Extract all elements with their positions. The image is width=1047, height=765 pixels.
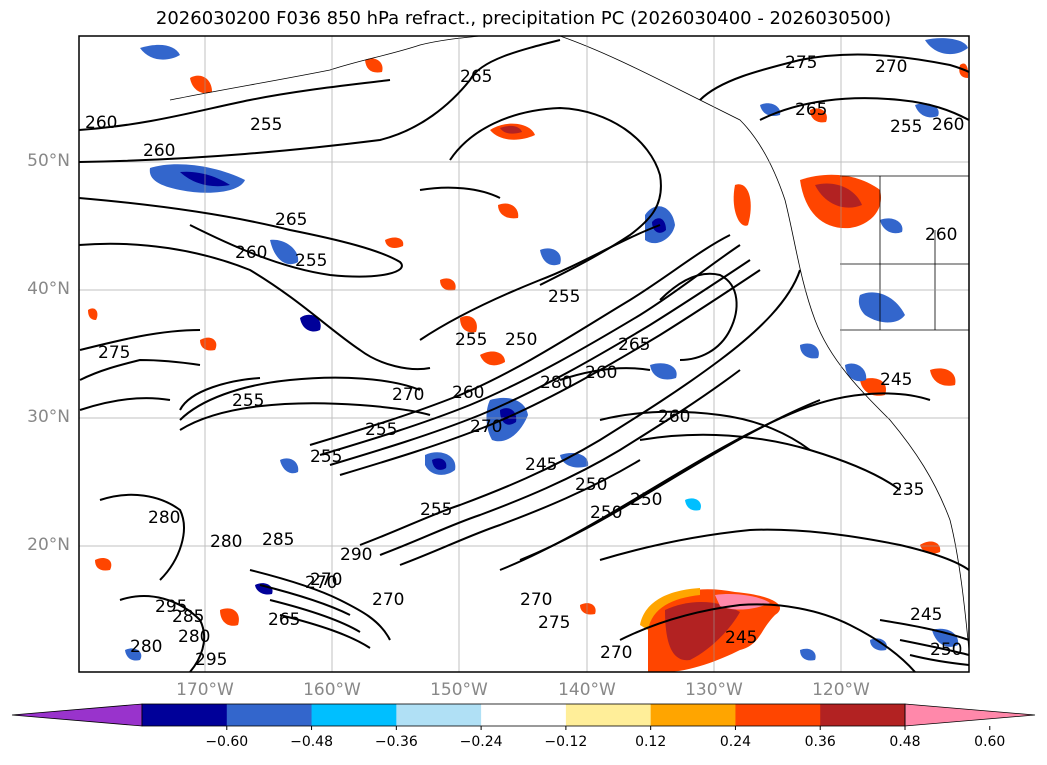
contour-label: 275	[98, 343, 130, 363]
contour-label: 255	[232, 391, 264, 411]
contour-label: 270	[392, 385, 424, 405]
colorbar-tick-label: −0.60	[205, 734, 249, 750]
contour-label: 270	[305, 573, 337, 593]
colorbar-tick-label: −0.36	[374, 734, 418, 750]
contour-label: 275	[538, 613, 570, 633]
contour-label: 280	[210, 532, 242, 552]
lon-label-140w: 140°W	[558, 680, 616, 700]
contour-label: 295	[155, 597, 187, 617]
contour-label: 290	[340, 545, 372, 565]
contour-label: 275	[785, 53, 817, 73]
contour-label: 270	[875, 57, 907, 77]
contour-label: 285	[262, 530, 294, 550]
contour-label: 260	[452, 383, 484, 403]
contour-label: 270	[470, 417, 502, 437]
colorbar-tick-label: 0.12	[635, 734, 667, 750]
contour-label: 260	[85, 113, 117, 133]
contour-label: 260	[932, 115, 964, 135]
coastlines	[169, 35, 970, 651]
contour-label: 260	[925, 225, 957, 245]
contour-label: 295	[195, 650, 227, 670]
contour-label: 235	[892, 480, 924, 500]
lon-label-150w: 150°W	[430, 680, 488, 700]
contour-label: 245	[725, 628, 757, 648]
lat-label-50n: 50°N	[27, 151, 70, 171]
lon-label-170w: 170°W	[176, 680, 234, 700]
map-background	[79, 36, 969, 672]
contour-label: 280	[148, 508, 180, 528]
contour-label: 255	[295, 251, 327, 271]
contour-label: 255	[250, 115, 282, 135]
colorbar-tick-label: 0.48	[889, 734, 921, 750]
contour-label: 280	[178, 627, 210, 647]
graticule	[79, 36, 969, 672]
map-frame	[78, 35, 970, 673]
contour-labels: 260 260 255 265 275 270 265 255 260 265 …	[85, 53, 964, 670]
contour-label: 245	[880, 370, 912, 390]
contour-label: 265	[460, 67, 492, 87]
contour-label: 250	[575, 475, 607, 495]
refractivity-contours	[78, 39, 970, 673]
contour-label: 265	[268, 610, 300, 630]
contour-label: 250	[505, 330, 537, 350]
colorbar-tick-label: −0.48	[290, 734, 333, 750]
lat-label-20n: 20°N	[27, 535, 70, 555]
contour-label: 255	[548, 287, 580, 307]
contour-label: 250	[630, 490, 662, 510]
map-title: 2026030200 F036 850 hPa refract., precip…	[155, 8, 892, 29]
contour-label: 265	[618, 335, 650, 355]
contour-label: 265	[275, 210, 307, 230]
contour-label: 280	[540, 373, 572, 393]
contour-label: 270	[520, 590, 552, 610]
contour-label: 265	[795, 100, 827, 120]
colorbar-tick-label: −0.24	[459, 734, 503, 750]
contour-label: 245	[525, 455, 557, 475]
contour-label: 245	[910, 605, 942, 625]
contour-label: 260	[658, 407, 690, 427]
contour-label: 255	[420, 500, 452, 520]
precipitation-fills	[88, 38, 969, 672]
contour-label: 260	[235, 243, 267, 263]
contour-label: 280	[130, 637, 162, 657]
contour-label: 260	[143, 141, 175, 161]
colorbar-tick-label: 0.60	[974, 734, 1006, 750]
contour-label: 270	[600, 643, 632, 663]
colorbar-tick-label: −0.12	[544, 734, 588, 750]
colorbar-tick-label: 0.36	[804, 734, 836, 750]
lon-label-130w: 130°W	[685, 680, 743, 700]
lat-label-30n: 30°N	[27, 407, 70, 427]
contour-label: 270	[372, 590, 404, 610]
contour-label: 255	[310, 447, 342, 467]
contour-label: 255	[890, 117, 922, 137]
lat-label-40n: 40°N	[27, 279, 70, 299]
contour-label: 250	[930, 640, 962, 660]
contour-label: 270	[310, 570, 342, 590]
lon-label-160w: 160°W	[303, 680, 361, 700]
colorbar-tick-label: 0.24	[719, 734, 752, 750]
lon-label-120w: 120°W	[812, 680, 870, 700]
contour-label: 260	[585, 363, 617, 383]
contour-label: 255	[365, 420, 397, 440]
contour-label: 255	[455, 330, 487, 350]
contour-label: 250	[590, 503, 622, 523]
contour-label: 285	[172, 607, 204, 627]
